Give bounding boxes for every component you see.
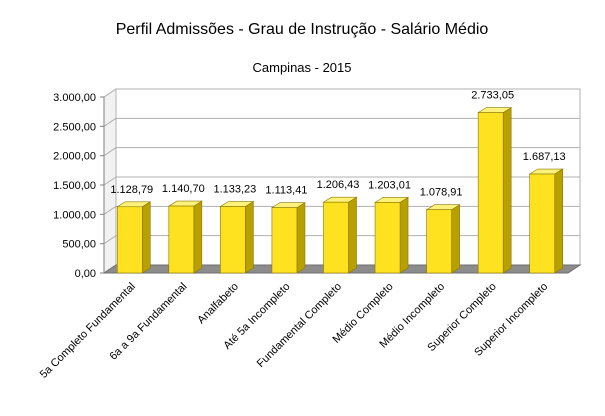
data-label: 1.113,41 xyxy=(265,185,307,197)
bar xyxy=(322,196,358,274)
bar xyxy=(477,107,513,274)
y-tick-label: 3.000,00 xyxy=(53,92,96,104)
y-tick-label: 1.000,00 xyxy=(53,209,96,221)
grid-line-side xyxy=(103,117,117,127)
chart-subtitle: Campinas - 2015 xyxy=(253,60,352,75)
data-label: 1.687,13 xyxy=(523,151,566,163)
bar xyxy=(270,202,306,274)
bars xyxy=(116,107,564,274)
bar xyxy=(425,204,461,274)
y-tick-label: 0,00 xyxy=(75,268,96,280)
grid-line-side xyxy=(103,88,117,98)
data-label: 1.203,01 xyxy=(368,179,411,191)
bar xyxy=(374,196,410,274)
y-tick-label: 2.500,00 xyxy=(53,121,96,133)
grid-line-side xyxy=(103,235,117,245)
data-label: 1.128,79 xyxy=(110,184,153,196)
y-tick-label: 500,00 xyxy=(62,239,96,251)
data-label: 1.078,91 xyxy=(420,187,463,199)
y-tick-label: 2.000,00 xyxy=(53,151,96,163)
bar xyxy=(528,168,564,274)
y-axis-ticks: 0,00 500,00 1.000,00 1.500,00 2.000,00 2.500,… xyxy=(53,92,105,280)
chart-title: Perfil Admissões - Grau de Instrução - S… xyxy=(116,21,489,38)
data-label: 1.140,70 xyxy=(162,183,205,195)
data-label: 2.733,05 xyxy=(471,90,514,102)
grid-line-side xyxy=(103,205,117,215)
data-label: 1.206,43 xyxy=(317,179,360,191)
bar xyxy=(116,201,152,274)
data-labels: 1.128,79 1.140,70 1.133,23 1.113,41 1.206,43… xyxy=(110,90,565,199)
category-label: Analfabeto xyxy=(195,281,241,327)
grid-line-side xyxy=(103,147,117,157)
category-label: 5a Completo Fundamental xyxy=(38,281,138,381)
category-label: Fundamental Completo xyxy=(255,281,344,370)
data-label: 1.133,23 xyxy=(213,184,256,196)
grid-line-side xyxy=(103,176,117,186)
bar xyxy=(167,200,203,274)
bar xyxy=(219,200,255,274)
y-tick-label: 1.500,00 xyxy=(53,180,96,192)
